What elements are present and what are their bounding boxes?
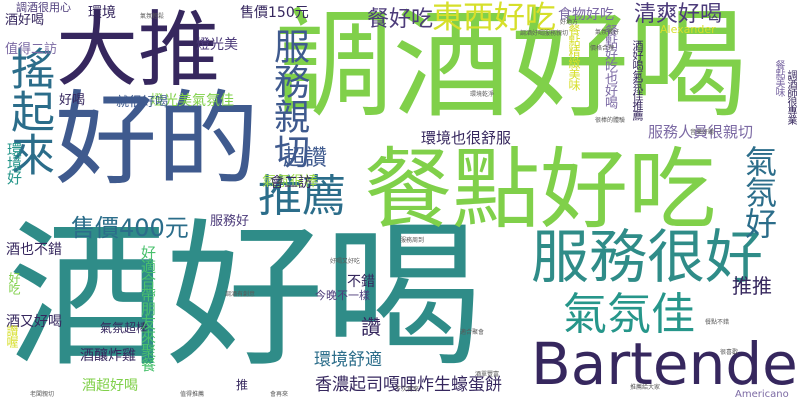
word-haochi-v: 好吃 [7, 272, 21, 294]
word-xiangnong: 香濃起司嘎哩炸生蠔蛋餅 [315, 375, 502, 395]
tiny-5: 音樂好聽 [690, 129, 715, 136]
word-jiuchaohaohe: 酒超好喝 [82, 378, 138, 394]
word-dian: 餐點精緻美味 [567, 24, 581, 90]
word-qifenhao: 氣氛好 [740, 145, 778, 238]
tiny-16: 調酒有創意 [225, 291, 256, 298]
word-haode: 好的 [55, 81, 259, 200]
tiny-6: 餐點不錯 [705, 319, 730, 326]
word-dengguangmei: 燈光美 [196, 37, 238, 53]
word-haohe: 好喝 [59, 93, 86, 108]
tiny-10: 服務周到 [400, 237, 425, 244]
word-qingshuanghaohe: 清爽好喝 [634, 2, 723, 27]
word-zan-v: 讚喔 [5, 325, 19, 347]
word-yaoqilai: 搖起來 [3, 46, 54, 175]
word-tiaojiuhenyongxin: 調酒很用心 [16, 1, 71, 14]
tiny-11: 好喝又好吃 [330, 258, 361, 265]
word-yinyue: 會二訪 [270, 175, 312, 191]
word-jiuhaohe: 酒好喝 [8, 205, 482, 389]
tiny-1: 調酒好喝服務親切 [520, 30, 569, 37]
word-canjiu-v: 餐點好吃也好喝 [602, 24, 617, 108]
word-qifenhenbang: 氣氛很棒 [262, 174, 318, 190]
word-chaozan: 超讚 [283, 146, 328, 171]
word-qifenjia-small: 氣氛超棒 [100, 321, 149, 335]
word-jiuhenhaohe: 就很好喝 [116, 95, 169, 110]
word-small-v1: 酒好喝氣氛佳推薦 [631, 40, 644, 120]
word-shoujia150: 售價150元 [240, 5, 309, 21]
word-small-v2: 調酒師很專業 [785, 70, 796, 124]
word-zhidezaifang: 值得二訪 [5, 42, 58, 57]
word-tiaojiuhaohe: 調酒好喝 [275, 0, 748, 134]
word-jinwan: 今晚不一樣 [315, 289, 370, 302]
tiny-7: 推薦給大家 [630, 384, 661, 391]
word-datui: 大推 [56, 3, 221, 98]
word-fuwuqinqie: 服務親切 [268, 28, 309, 168]
word-jiuniangzhaji: 酒釀炸雞 [80, 348, 136, 364]
tiny-20: 很喜歡 [720, 349, 739, 356]
word-bartender: Bartender [531, 330, 800, 398]
word-jiuyouhaohe: 酒又好喝 [6, 314, 62, 330]
word-huanjinghenshufu: 環境也很舒服 [421, 129, 512, 147]
tiny-12: 下次再來 [395, 386, 420, 393]
word-tuitui: 推推 [732, 274, 772, 298]
tiny-9: 值得推薦 [180, 391, 205, 398]
word-huanjinghao: 環境好 [5, 142, 23, 184]
tiny-14: 酒單豐富 [475, 371, 500, 378]
word-fuwuhao: 服務好 [210, 214, 250, 229]
word-qifenjia: 氣氛佳 [563, 289, 695, 340]
word-bucuo: 不錯 [347, 274, 375, 290]
tiny-15: 適合聚會 [460, 329, 485, 336]
word-canhaochi: 餐好吃 [367, 7, 434, 32]
tiny-8: 會再來 [270, 391, 289, 398]
word-tui: 推 [236, 378, 249, 392]
word-huanjing: 環境 [88, 5, 116, 21]
tiny-19: 好地方 [560, 19, 579, 26]
tiny-4: 氣氛很好 [595, 29, 620, 36]
word-fuwuhenhao: 服務很好 [531, 223, 764, 291]
word-jiuyebucuo: 酒也不錯 [6, 242, 62, 258]
tiny-2: 價格合理 [590, 45, 615, 52]
word-tuijian: 推薦 [258, 171, 346, 222]
word-small-v3: 餐點美味 [773, 60, 784, 96]
tiny-13: 很棒的體驗 [595, 117, 626, 124]
tiny-18: 老闆親切 [30, 391, 55, 398]
word-dongxihaochi: 東西好吃 [432, 0, 556, 36]
tiny-17: 氣氛輕鬆 [140, 13, 165, 20]
word-cantianhaochi: 餐點好吃 [364, 138, 717, 241]
word-alexander: Alexander [660, 23, 716, 36]
word-fuwurenyuan: 服務人員很親切 [648, 123, 754, 141]
word-haoshihe: 好適合帶朋友來聚餐 [139, 245, 157, 371]
word-dengguangmei-qifen: 燈光美氣氛佳 [150, 93, 234, 109]
tiny-3: 環境乾淨 [470, 91, 495, 98]
word-zan: 讚 [361, 315, 381, 339]
word-americano: Americano [735, 389, 789, 400]
word-shoujia400: 售價400元 [71, 214, 189, 242]
word-huanjingshushi: 環境舒適 [314, 350, 382, 370]
word-shiwuhaochi: 食物好吃 [558, 7, 614, 23]
word-jiuhaohe-small: 酒好喝 [5, 13, 45, 28]
